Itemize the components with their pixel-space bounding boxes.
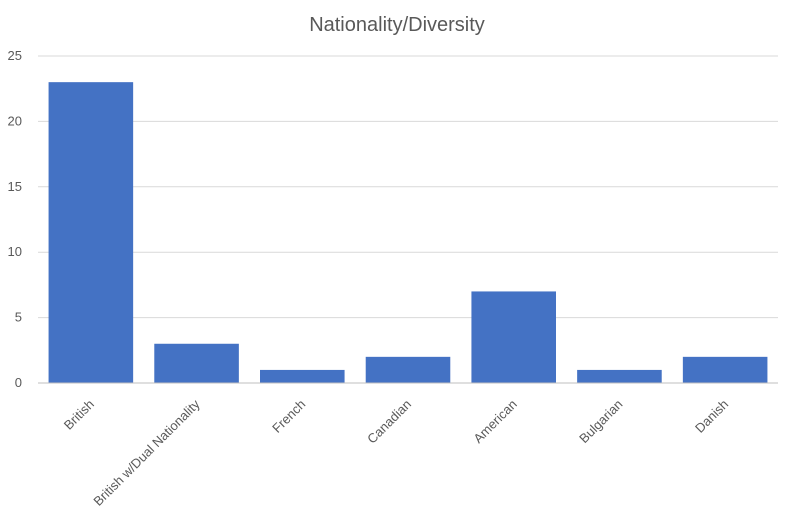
bar <box>154 343 239 383</box>
y-tick-label: 5 <box>15 310 22 325</box>
x-category-label: French <box>269 397 308 436</box>
x-category-label: American <box>470 397 519 446</box>
y-tick-label: 20 <box>8 113 22 128</box>
bar <box>471 291 556 383</box>
y-tick-label: 0 <box>15 375 22 390</box>
y-axis-tick-labels: 0 5 10 15 20 25 <box>8 48 22 390</box>
bar <box>48 82 134 383</box>
bar <box>577 369 662 383</box>
x-category-label: Canadian <box>364 397 414 447</box>
y-tick-label: 10 <box>8 244 22 259</box>
bar <box>365 356 451 383</box>
bars <box>48 82 768 383</box>
y-tick-label: 25 <box>8 48 22 63</box>
bar <box>682 356 768 383</box>
chart-title: Nationality/Diversity <box>309 14 485 36</box>
gridlines <box>38 55 778 319</box>
x-category-label: Bulgarian <box>576 397 625 446</box>
x-category-label: British <box>61 397 97 433</box>
y-tick-label: 15 <box>8 179 22 194</box>
bar <box>260 369 345 383</box>
x-category-label: British w/Dual Nationality <box>90 396 203 509</box>
x-category-label: Danish <box>692 397 731 436</box>
